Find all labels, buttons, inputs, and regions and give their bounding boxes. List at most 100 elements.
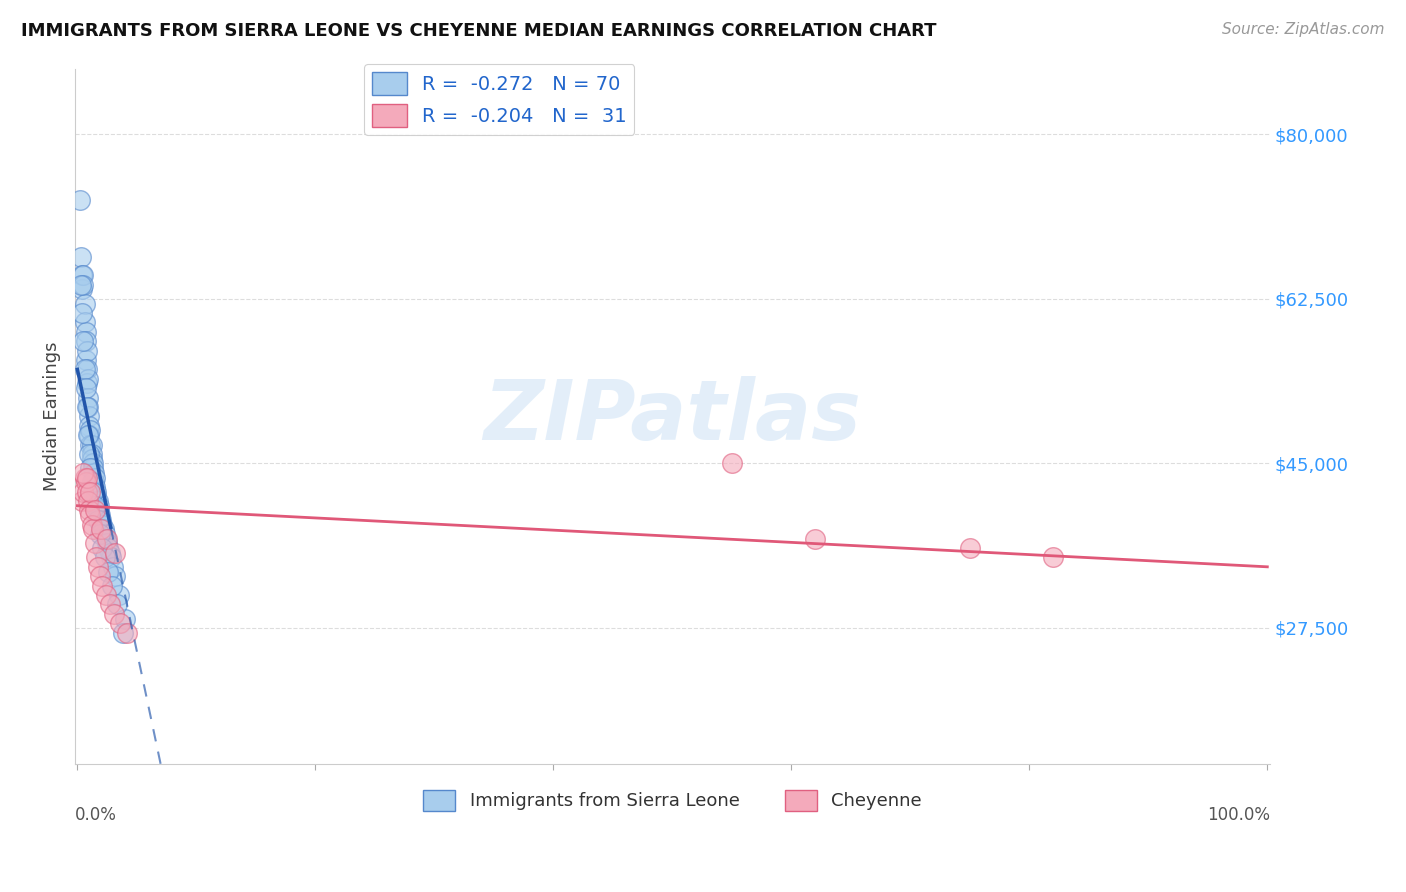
Point	[79, 447, 101, 461]
Point	[84, 480, 107, 494]
Point	[70, 283, 93, 297]
Point	[80, 451, 103, 466]
Legend: Immigrants from Sierra Leone, Cheyenne: Immigrants from Sierra Leone, Cheyenne	[415, 782, 929, 818]
Point	[1042, 550, 1064, 565]
Point	[75, 353, 97, 368]
Point	[79, 437, 101, 451]
Point	[96, 536, 118, 550]
Point	[86, 559, 108, 574]
Point	[110, 616, 132, 631]
Point	[76, 376, 98, 391]
Point	[87, 499, 110, 513]
Point	[96, 532, 118, 546]
Point	[79, 461, 101, 475]
Point	[94, 527, 117, 541]
Point	[73, 296, 96, 310]
Point	[76, 484, 98, 499]
Point	[69, 193, 91, 207]
Text: IMMIGRANTS FROM SIERRA LEONE VS CHEYENNE MEDIAN EARNINGS CORRELATION CHART: IMMIGRANTS FROM SIERRA LEONE VS CHEYENNE…	[21, 22, 936, 40]
Point	[73, 470, 96, 484]
Point	[73, 315, 96, 329]
Point	[80, 475, 103, 490]
Point	[97, 541, 120, 555]
Point	[86, 484, 108, 499]
Point	[82, 522, 104, 536]
Point	[77, 391, 100, 405]
Point	[94, 550, 117, 565]
Point	[86, 489, 108, 503]
Point	[91, 517, 114, 532]
Point	[101, 559, 124, 574]
Point	[75, 381, 97, 395]
Point	[70, 250, 93, 264]
Point	[72, 484, 94, 499]
Point	[76, 362, 98, 376]
Point	[76, 400, 98, 414]
Point	[79, 409, 101, 424]
Point	[89, 569, 111, 583]
Point	[72, 268, 94, 283]
Point	[86, 513, 108, 527]
Point	[70, 494, 93, 508]
Point	[72, 466, 94, 480]
Point	[80, 447, 103, 461]
Point	[84, 470, 107, 484]
Point	[97, 565, 120, 579]
Point	[101, 579, 124, 593]
Point	[89, 527, 111, 541]
Text: 100.0%: 100.0%	[1206, 806, 1270, 824]
Point	[90, 513, 112, 527]
Text: Source: ZipAtlas.com: Source: ZipAtlas.com	[1222, 22, 1385, 37]
Point	[103, 607, 125, 621]
Point	[77, 372, 100, 386]
Point	[84, 536, 107, 550]
Point	[104, 546, 127, 560]
Point	[84, 499, 107, 513]
Point	[79, 418, 101, 433]
Point	[73, 362, 96, 376]
Point	[77, 400, 100, 414]
Point	[70, 268, 93, 283]
Point	[111, 625, 134, 640]
Point	[79, 503, 101, 517]
Point	[76, 470, 98, 484]
Point	[79, 428, 101, 442]
Point	[87, 503, 110, 517]
Point	[90, 522, 112, 536]
Text: ZIPatlas: ZIPatlas	[484, 376, 862, 457]
Point	[721, 457, 744, 471]
Point	[94, 532, 117, 546]
Point	[75, 475, 97, 490]
Point	[70, 277, 93, 292]
Point	[98, 546, 121, 560]
Point	[72, 334, 94, 348]
Point	[77, 494, 100, 508]
Point	[84, 503, 107, 517]
Point	[108, 588, 131, 602]
Point	[93, 522, 115, 536]
Point	[82, 457, 104, 471]
Point	[79, 484, 101, 499]
Y-axis label: Median Earnings: Median Earnings	[44, 342, 60, 491]
Point	[89, 508, 111, 522]
Point	[82, 484, 104, 499]
Point	[98, 598, 121, 612]
Point	[959, 541, 981, 555]
Point	[94, 588, 117, 602]
Point	[105, 598, 128, 612]
Point	[77, 428, 100, 442]
Point	[79, 424, 101, 438]
Point	[86, 550, 108, 565]
Point	[70, 306, 93, 320]
Point	[83, 466, 105, 480]
Point	[100, 550, 122, 565]
Point	[76, 343, 98, 358]
Point	[79, 508, 101, 522]
Point	[114, 611, 136, 625]
Point	[82, 461, 104, 475]
Text: 0.0%: 0.0%	[75, 806, 117, 824]
Point	[72, 277, 94, 292]
Point	[75, 325, 97, 339]
Point	[91, 579, 114, 593]
Point	[91, 541, 114, 555]
